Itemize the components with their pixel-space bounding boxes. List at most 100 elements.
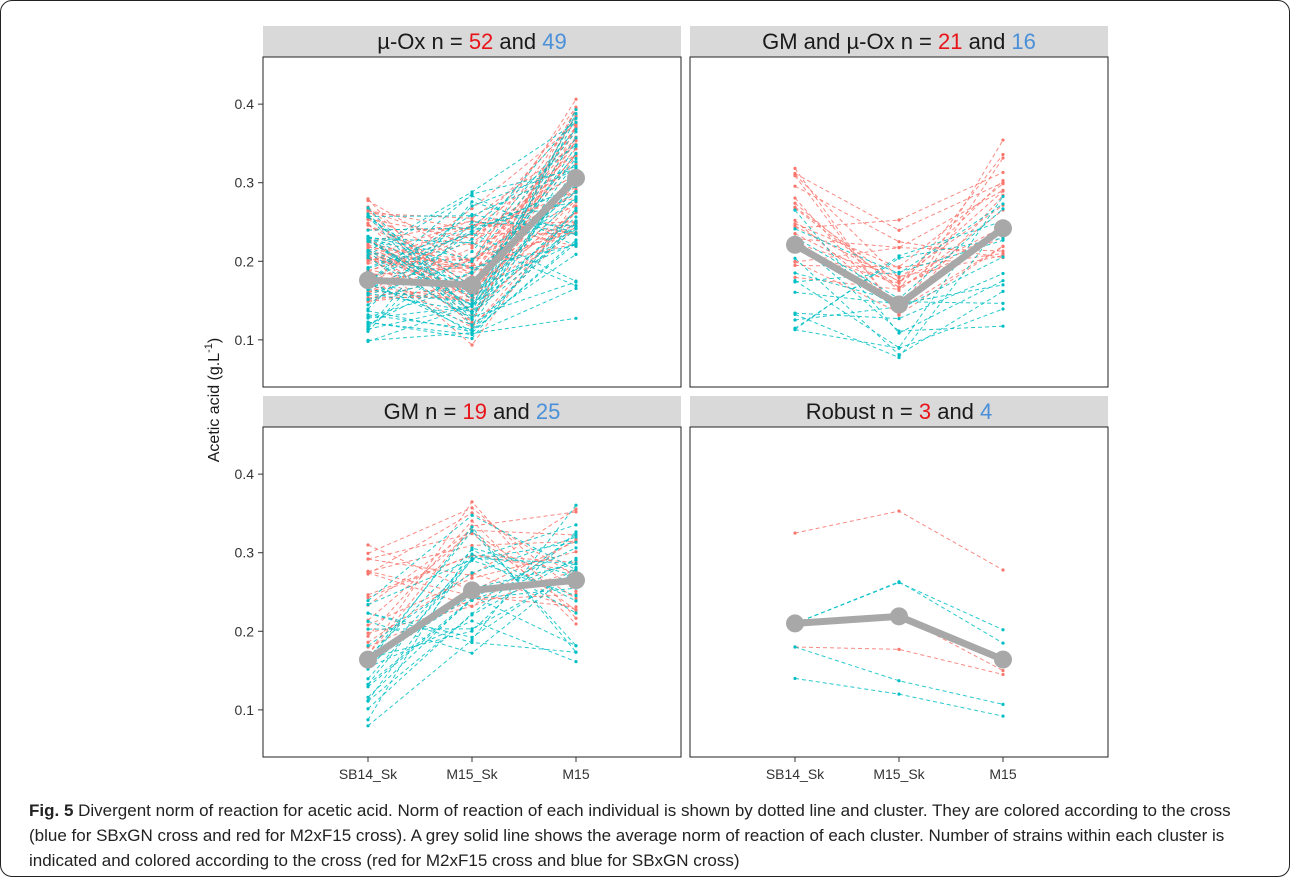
- strain-line-blue-point: [470, 214, 474, 218]
- strain-line-blue: [367, 153, 577, 286]
- strain-line-red-point: [1001, 672, 1005, 677]
- strain-line-blue-point: [574, 224, 578, 228]
- strain-line-blue-point: [897, 256, 901, 260]
- strain-line-red-point: [574, 589, 578, 594]
- strain-line-blue-point: [574, 190, 578, 194]
- strain-line-blue-point: [366, 619, 370, 623]
- strain-line-red-point: [897, 285, 901, 290]
- mean-point: [567, 169, 585, 187]
- strain-line-blue: [367, 239, 577, 341]
- strain-line-red-point: [366, 557, 370, 561]
- strain-line-blue-point: [574, 561, 578, 566]
- strain-line-red-point: [793, 201, 797, 205]
- strain-line-red: [367, 148, 577, 262]
- strain-line-blue-point: [470, 635, 474, 639]
- strain-line-blue-point: [470, 558, 474, 563]
- strain-line-blue-point: [1001, 283, 1005, 287]
- strain-line-blue-point: [1001, 238, 1005, 242]
- strain-line-blue-point: [1001, 207, 1005, 211]
- strain-line-blue: [367, 547, 577, 721]
- figure-caption: Fig. 5 Divergent norm of reaction for ac…: [29, 798, 1269, 873]
- panel-4: Robust n = 3 and 4 SB14_Sk M15_Sk M15: [689, 396, 1109, 782]
- facet-title: µ-Ox n = 52 and 49: [377, 29, 566, 54]
- strain-line-blue-point: [470, 552, 474, 556]
- strain-line-red: [794, 242, 1004, 278]
- strain-line-blue-point: [1001, 628, 1005, 632]
- strain-line-blue-point: [470, 190, 474, 194]
- strain-line-blue-point: [366, 677, 370, 681]
- strain-line-blue-point: [793, 256, 797, 260]
- strain-lines: [366, 500, 578, 728]
- facet-title: Robust n = 3 and 4: [806, 399, 993, 424]
- strain-line-blue-point: [470, 629, 474, 633]
- strain-line-red-point: [366, 221, 370, 225]
- strain-line-blue-point: [470, 204, 474, 208]
- strain-line-blue-point: [470, 317, 474, 322]
- y-tick-label: 0.2: [235, 253, 255, 269]
- strain-line-red-point: [574, 97, 578, 101]
- strain-line-blue-point: [897, 353, 901, 357]
- facet-count-blue: 49: [542, 29, 566, 54]
- strain-line-red-point: [470, 511, 474, 515]
- strain-line-blue-point: [366, 329, 370, 333]
- strain-line-blue-point: [470, 627, 474, 631]
- strain-line-blue-point: [366, 324, 370, 329]
- strain-line-blue-point: [366, 307, 370, 311]
- strain-line-blue-point: [366, 206, 370, 210]
- y-tick-label: 0.2: [235, 623, 255, 639]
- strain-line-blue-point: [897, 580, 901, 584]
- strain-line-blue-point: [366, 293, 370, 297]
- strain-line-blue-point: [574, 160, 578, 164]
- facet-count-red: 3: [919, 399, 931, 424]
- strain-line-blue-point: [1001, 307, 1005, 311]
- mean-point: [890, 607, 908, 626]
- strain-line-blue: [367, 238, 577, 318]
- facet-title: GM and µ-Ox n = 21 and 16: [762, 29, 1036, 54]
- strain-line-red-point: [574, 204, 578, 208]
- strain-line-red-point: [897, 288, 901, 292]
- facet-strip: [263, 396, 681, 427]
- strain-line-blue-point: [574, 644, 578, 648]
- strain-line-red-point: [897, 218, 901, 222]
- strain-line-blue-point: [574, 116, 578, 120]
- facet-title-prefix: Robust n =: [806, 399, 919, 424]
- facet-count-blue: 4: [980, 399, 992, 424]
- strain-line-red-point: [470, 343, 474, 347]
- strain-line-red-point: [1001, 182, 1005, 186]
- x-tick-label: M15_Sk: [873, 766, 925, 782]
- strain-line-blue: [794, 646, 1004, 705]
- strain-line-red-point: [1001, 152, 1005, 157]
- strain-line-blue-point: [574, 503, 578, 507]
- strain-line-red-point: [366, 551, 370, 555]
- strain-line-blue-point: [366, 682, 370, 687]
- strain-line-red: [794, 207, 1004, 289]
- strain-line-red-point: [793, 263, 797, 267]
- strain-line-blue: [367, 530, 577, 660]
- strain-line-blue-point: [574, 227, 578, 231]
- strain-line-blue: [367, 165, 577, 310]
- strain-line-blue-point: [1001, 702, 1005, 706]
- strain-line-blue-point: [793, 290, 797, 294]
- strain-line-blue-point: [470, 304, 474, 308]
- strain-line-blue-point: [470, 294, 474, 298]
- strain-line-blue-point: [366, 315, 370, 319]
- strain-line-blue-point: [1001, 289, 1005, 293]
- strain-line-blue-point: [574, 530, 578, 534]
- strain-line-red: [367, 220, 577, 264]
- strain-line-blue-point: [897, 355, 901, 360]
- strain-line-red-point: [793, 205, 797, 209]
- strain-line-blue-point: [574, 195, 578, 199]
- strain-line-blue-point: [470, 613, 474, 617]
- facet-strip: [690, 396, 1108, 427]
- strain-line-red-point: [366, 593, 370, 597]
- strain-line-blue-point: [793, 311, 797, 315]
- strain-line-red-point: [574, 622, 578, 626]
- mean-point: [890, 295, 908, 314]
- facet-count-red: 19: [462, 399, 486, 424]
- strain-line-red-point: [793, 222, 797, 226]
- strain-line-red-point: [793, 275, 797, 279]
- facet-title-mid: and: [487, 399, 536, 424]
- strain-line-red-point: [470, 506, 474, 510]
- strain-line-blue-point: [574, 231, 578, 235]
- strain-line-blue-point: [470, 327, 474, 331]
